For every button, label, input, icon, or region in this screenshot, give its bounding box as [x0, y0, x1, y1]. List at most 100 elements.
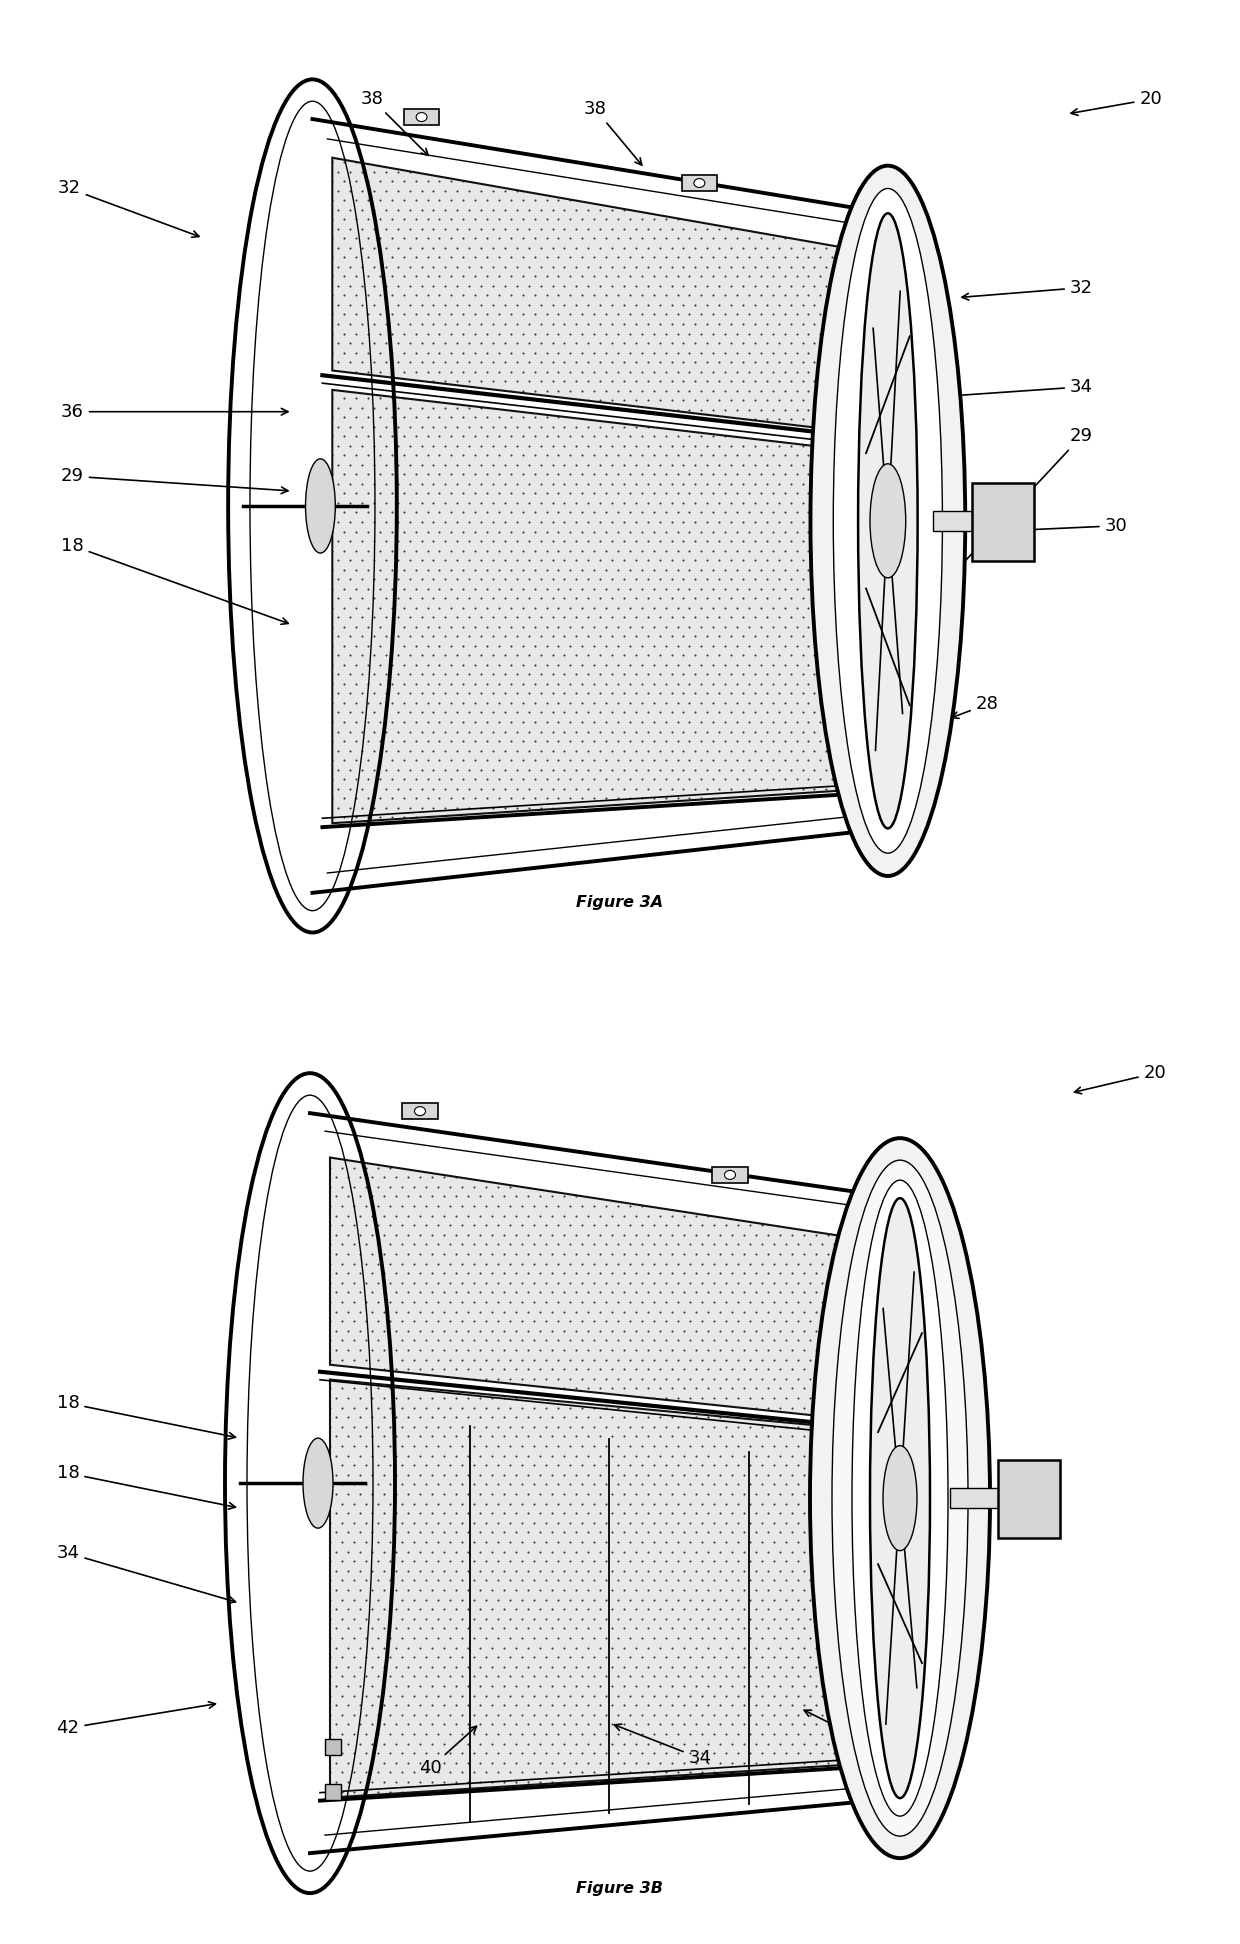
Point [614, 1277, 634, 1308]
Point [614, 1238, 634, 1269]
Point [548, 573, 568, 605]
Point [872, 1623, 892, 1654]
Point [794, 1594, 813, 1625]
Point [608, 1450, 627, 1481]
Point [567, 774, 587, 805]
Point [537, 185, 557, 216]
Bar [870, 1748, 887, 1763]
Point [529, 1297, 549, 1328]
Point [858, 725, 878, 756]
Point [608, 535, 627, 566]
Point [398, 1555, 418, 1586]
Point [800, 1248, 820, 1279]
Point [446, 1163, 466, 1194]
Point [358, 224, 378, 255]
Point [398, 1402, 418, 1433]
Point [441, 554, 461, 585]
Point [365, 698, 384, 729]
Point [435, 620, 455, 651]
Point [339, 1180, 358, 1211]
Point [811, 356, 831, 387]
Point [697, 507, 717, 538]
Point [398, 1334, 418, 1365]
Point [560, 1248, 580, 1279]
Point [584, 336, 604, 367]
Point [326, 1748, 346, 1779]
Point [326, 1297, 346, 1328]
Point [343, 1545, 363, 1577]
Point [435, 251, 455, 282]
Point [417, 1660, 436, 1691]
Point [429, 402, 449, 434]
Point [346, 459, 366, 490]
Point [548, 1324, 568, 1355]
Point [763, 439, 782, 470]
Point [340, 715, 360, 746]
Point [572, 1229, 591, 1260]
Point [740, 1738, 760, 1769]
Point [662, 365, 682, 397]
Point [392, 1507, 412, 1538]
Point [489, 1363, 508, 1394]
Point [866, 1421, 885, 1452]
Point [632, 610, 652, 642]
Point [542, 1689, 562, 1720]
Point [405, 498, 425, 529]
Point [554, 1353, 574, 1384]
Point [715, 1267, 735, 1299]
Point [518, 698, 538, 729]
Point [465, 299, 485, 330]
Point [637, 620, 657, 651]
Point [656, 299, 676, 330]
Point [358, 165, 378, 196]
Point [512, 1526, 532, 1557]
Point [459, 231, 479, 262]
Point [350, 1421, 370, 1452]
Point [572, 1487, 591, 1518]
Point [368, 1641, 388, 1672]
Point [458, 1277, 477, 1308]
Point [626, 1650, 646, 1682]
Point [422, 1497, 441, 1528]
Point [537, 535, 557, 566]
Point [596, 1604, 616, 1635]
Point [418, 554, 438, 585]
Point [572, 1450, 591, 1481]
Point [650, 1650, 670, 1682]
Point [848, 1363, 868, 1394]
Point [489, 224, 508, 255]
Point [418, 706, 438, 737]
Point [435, 507, 455, 538]
Point [632, 535, 652, 566]
Point [614, 309, 634, 340]
Point [459, 449, 479, 480]
Point [656, 1382, 676, 1413]
Point [332, 1565, 352, 1596]
Point [440, 1306, 460, 1337]
Point [861, 1604, 880, 1635]
Point [852, 754, 872, 785]
Point [441, 299, 461, 330]
Point [484, 525, 503, 556]
Point [500, 1209, 520, 1240]
Point [686, 544, 706, 575]
Point [394, 706, 414, 737]
Point [782, 1670, 802, 1701]
Point [756, 620, 776, 651]
Point [464, 1324, 484, 1355]
Point [667, 204, 687, 235]
Point [435, 678, 455, 710]
Point [745, 327, 765, 358]
Point [352, 620, 372, 651]
Point [614, 1219, 634, 1250]
Point [614, 231, 634, 262]
Point [770, 1650, 790, 1682]
Point [560, 260, 580, 292]
Point [722, 1334, 742, 1365]
Point [620, 241, 640, 272]
Point [548, 706, 568, 737]
Point [543, 564, 563, 595]
Point [590, 1594, 610, 1625]
Point [769, 754, 789, 785]
Point [864, 488, 884, 519]
